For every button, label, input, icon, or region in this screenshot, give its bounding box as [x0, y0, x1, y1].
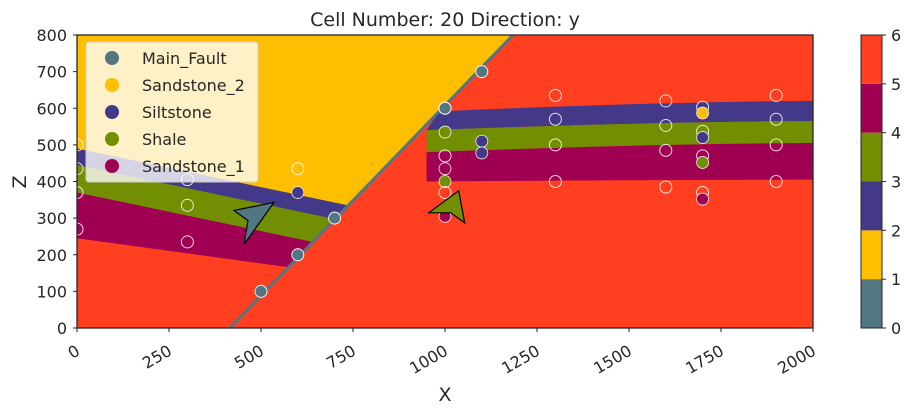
surface-point: [659, 94, 673, 108]
colorbar-segment: [861, 279, 882, 328]
surface-point: [769, 138, 783, 152]
surface-point: [548, 88, 562, 102]
surface-point: [659, 143, 673, 157]
surface-point: [696, 106, 709, 120]
legend-label: Siltstone: [142, 103, 212, 122]
chart-title: Cell Number: 20 Direction: y: [310, 9, 580, 31]
colorbar-tick-label: 3: [891, 173, 901, 192]
x-tick-label: 250: [139, 341, 175, 373]
legend-label: Sandstone_1: [142, 157, 245, 177]
y-tick-label: 300: [36, 209, 67, 228]
fault-point: [475, 65, 489, 79]
y-axis-ticks: 0 100 200 300 400 500 600 700 800: [36, 26, 77, 338]
colorbar-segment: [861, 83, 882, 133]
y-tick-label: 800: [36, 26, 67, 45]
surface-point: [180, 198, 194, 212]
surface-point: [438, 149, 452, 163]
colorbar-segment: [861, 230, 882, 280]
legend: Main_Fault Sandstone_2 Siltstone Shale Sands…: [85, 41, 259, 183]
main-fault-line: [228, 35, 515, 328]
colorbar-tick-label: 6: [891, 26, 901, 45]
fault-points: [254, 65, 489, 298]
legend-marker: [105, 105, 119, 119]
surface-point: [659, 180, 673, 194]
x-tick-label: 750: [323, 341, 359, 373]
surface-point: [291, 186, 305, 199]
surface-point: [180, 235, 194, 249]
surface-point: [769, 112, 783, 126]
orientation-marker: [426, 189, 466, 225]
y-tick-label: 200: [36, 246, 67, 265]
right-siltstone-layer: [426, 100, 813, 131]
colorbar-segment: [861, 132, 882, 182]
surface-point: [438, 125, 452, 139]
x-tick-label: 0: [65, 341, 83, 363]
surface-point: [291, 162, 305, 176]
colorbar: 0 1 2 3 4 5 6: [860, 26, 901, 338]
surface-point: [438, 185, 452, 199]
fault-point: [438, 101, 452, 115]
plot-area: [77, 35, 813, 328]
surface-point: [659, 118, 673, 132]
y-tick-label: 400: [36, 173, 67, 192]
surface-point: [438, 162, 452, 176]
x-axis-label: X: [438, 384, 451, 406]
right-block-layers: [426, 100, 813, 182]
surface-point: [475, 146, 489, 160]
colorbar-segment: [861, 181, 882, 231]
colorbar-tick-label: 1: [891, 270, 901, 289]
surface-point: [696, 131, 709, 144]
legend-marker: [105, 51, 119, 65]
x-tick-label: 1500: [590, 341, 635, 378]
fault-point: [328, 211, 342, 225]
surface-point: [77, 162, 84, 176]
legend-marker: [105, 132, 119, 146]
y-tick-label: 500: [36, 136, 67, 155]
y-tick-label: 100: [36, 282, 67, 301]
legend-label: Shale: [142, 130, 186, 149]
legend-label: Main_Fault: [142, 49, 227, 69]
surface-point: [696, 192, 709, 206]
colorbar-tick-label: 2: [891, 221, 901, 240]
legend-marker: [105, 159, 119, 173]
fault-point: [254, 284, 268, 298]
surface-point: [548, 138, 562, 152]
fault-point: [291, 248, 305, 262]
legend-label: Sandstone_2: [142, 76, 245, 96]
x-tick-label: 1250: [498, 341, 543, 378]
right-sandstone-1-layer: [426, 143, 813, 182]
x-tick-label: 1000: [406, 341, 451, 378]
surface-point: [475, 134, 489, 148]
surface-point: [77, 222, 84, 236]
y-tick-label: 700: [36, 63, 67, 82]
orientation-markers: [232, 189, 466, 245]
x-tick-label: 1750: [682, 341, 727, 378]
colorbar-tick-label: 0: [891, 319, 901, 338]
surface-point: [77, 138, 84, 152]
surface-point: [438, 175, 452, 188]
surface-point: [769, 88, 783, 102]
orientation-marker: [232, 201, 276, 245]
colorbar-segment: [861, 35, 882, 84]
surface-point: [548, 175, 562, 188]
surface-point: [77, 185, 84, 199]
legend-marker: [105, 78, 119, 92]
y-tick-label: 600: [36, 99, 67, 118]
x-tick-label: 500: [231, 341, 267, 373]
right-shale-layer: [426, 121, 813, 153]
legend-box: [85, 41, 259, 183]
surface-point: [548, 112, 562, 126]
surface-point: [696, 156, 709, 169]
colorbar-tick-label: 4: [891, 124, 901, 143]
colorbar-tick-label: 5: [891, 75, 901, 94]
x-tick-label: 2000: [774, 341, 819, 378]
x-axis-ticks: 0 250 500 750 1000 1250 1500 1750 2000: [65, 328, 819, 378]
y-tick-label: 0: [57, 319, 67, 338]
y-axis-label: Z: [9, 175, 31, 188]
surface-point: [769, 175, 783, 188]
